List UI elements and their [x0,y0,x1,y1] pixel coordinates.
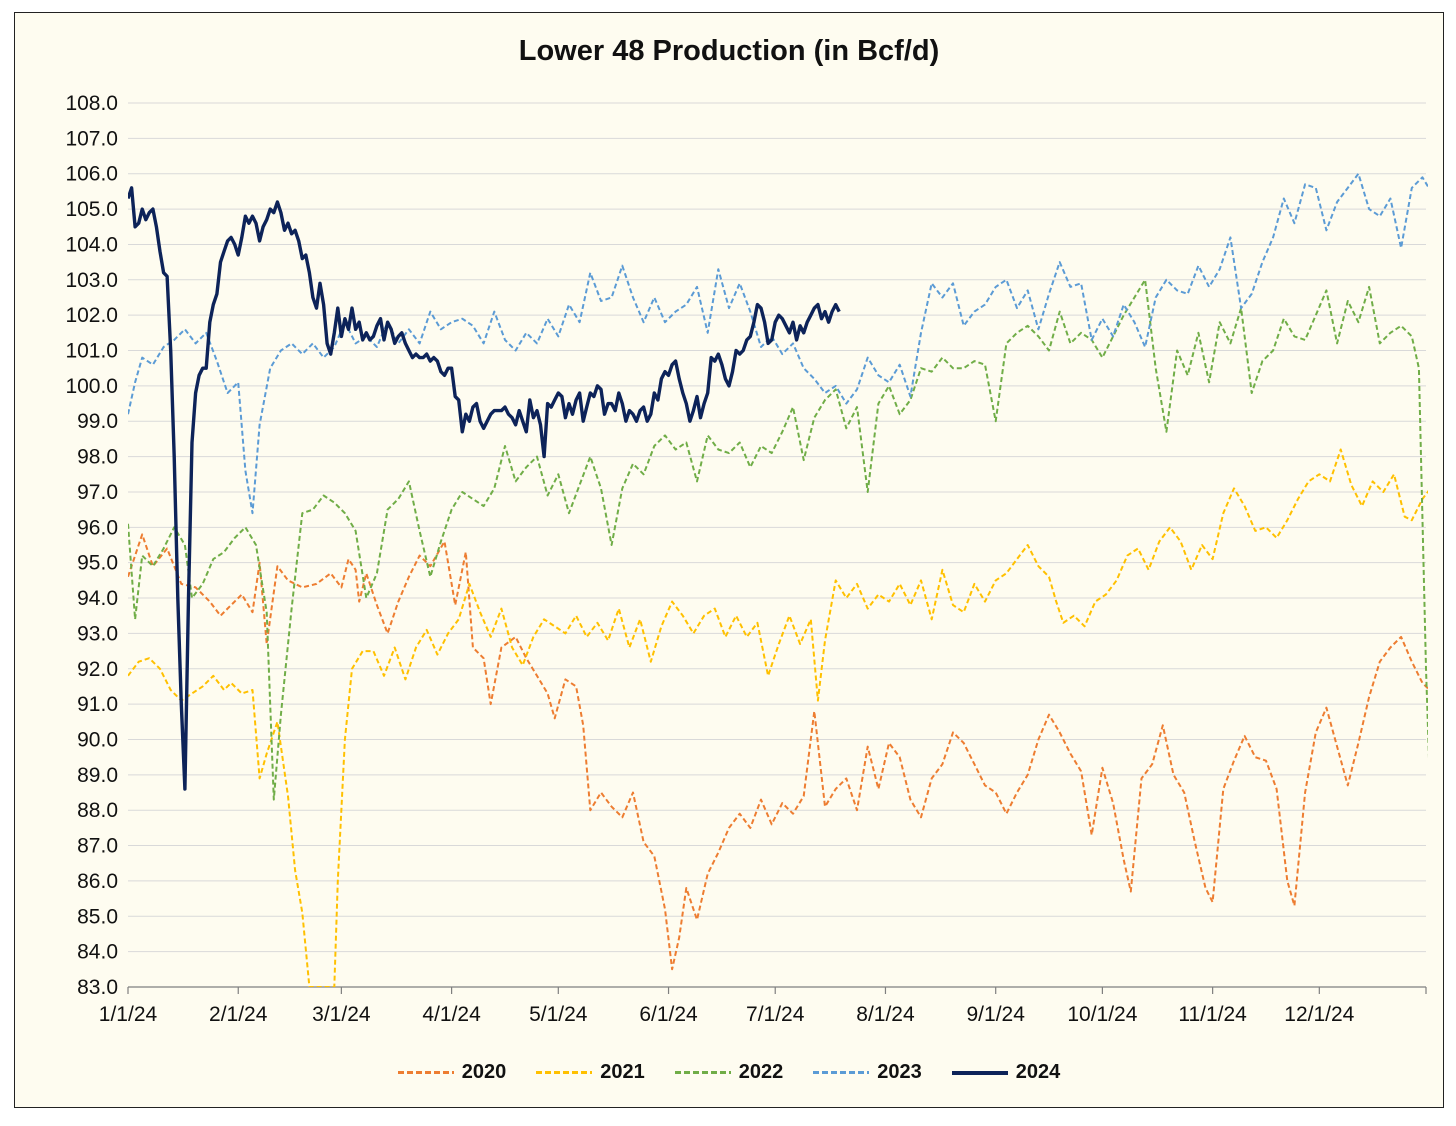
legend-swatch [674,1071,731,1074]
y-tick-label: 88.0 [77,799,118,822]
legend-item-2024: 2024 [951,1061,1061,1084]
y-tick-label: 97.0 [77,481,118,504]
y-tick-label: 100.0 [65,375,118,398]
y-tick-label: 96.0 [77,516,118,539]
x-tick-label: 6/1/24 [639,1003,698,1026]
plot-area: 108.0 107.0 106.0 105.0 104.0 103.0 102.0 101.0… [65,92,1428,1026]
y-tick-label: 107.0 [65,127,118,150]
y-tick-label: 89.0 [77,764,118,787]
x-tick-label: 9/1/24 [967,1003,1026,1026]
x-tick-label: 4/1/24 [422,1003,481,1026]
legend-swatch [536,1071,593,1074]
legend-item-2020: 2020 [397,1061,507,1084]
legend-label: 2024 [1015,1061,1061,1083]
y-tick-label: 94.0 [77,587,118,610]
y-tick-label: 87.0 [77,835,118,858]
y-tick-label: 85.0 [77,905,118,928]
legend-label: 2022 [738,1061,784,1083]
x-tick-label: 5/1/24 [529,1003,588,1026]
chart-title: Lower 48 Production (in Bcf/d) [518,35,940,67]
x-tick-label: 12/1/24 [1284,1003,1354,1026]
y-tick-label: 92.0 [77,658,118,681]
y-tick-label: 93.0 [77,622,118,645]
y-tick-label: 90.0 [77,728,118,751]
legend: 2020 2021 2022 2023 2024 [15,1061,1443,1084]
y-tick-label: 106.0 [65,163,118,186]
legend-item-2023: 2023 [813,1061,922,1084]
y-tick-label: 98.0 [77,446,118,469]
y-tick-label: 104.0 [65,233,118,256]
legend-swatch [951,1070,1008,1075]
series-line-2024 [128,186,841,791]
series-line-2023 [128,172,1428,515]
legend-item-2022: 2022 [674,1061,784,1084]
x-tick-label: 1/1/24 [99,1003,158,1026]
x-tick-label: 3/1/24 [312,1003,371,1026]
legend-label: 2023 [877,1061,922,1083]
y-tick-label: 102.0 [65,304,118,327]
series-line-2021 [128,448,1428,987]
series-line-2022 [128,278,1428,801]
y-tick-label: 84.0 [77,941,118,964]
legend-label: 2021 [600,1061,645,1083]
x-tick-label: 11/1/24 [1178,1003,1247,1026]
y-tick-label: 91.0 [77,693,118,716]
x-tick-label: 8/1/24 [856,1003,915,1026]
legend-swatch [397,1071,454,1074]
series-line-2020 [128,533,1428,971]
x-tick-label: 2/1/24 [209,1003,268,1026]
legend-label: 2020 [461,1061,507,1083]
legend-item-2021: 2021 [536,1061,645,1084]
chart-frame: Lower 48 Production (in Bcf/d) 108.0 107.… [14,12,1444,1108]
y-tick-label: 108.0 [65,92,118,115]
y-tick-label: 101.0 [65,340,118,363]
x-tick-label: 10/1/24 [1067,1003,1137,1026]
x-tick-label: 7/1/24 [746,1003,805,1026]
y-tick-label: 86.0 [77,870,118,893]
y-tick-label: 105.0 [65,198,118,221]
y-tick-label: 99.0 [77,410,118,433]
y-tick-label: 103.0 [65,269,118,292]
legend-swatch [813,1071,870,1074]
y-tick-label: 95.0 [77,552,118,575]
y-tick-label: 83.0 [77,976,118,999]
